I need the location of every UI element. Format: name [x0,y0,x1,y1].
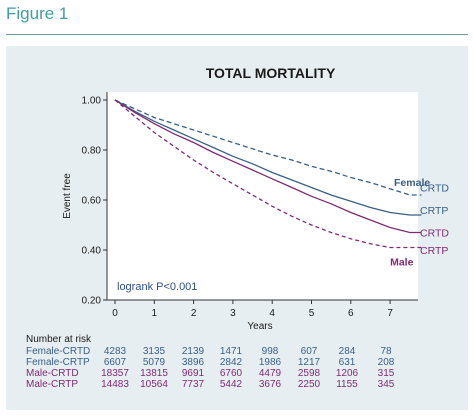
y-tick-label: 0.80 [82,146,102,157]
series-line-male-crtd [114,99,422,234]
x-axis-label: Years [247,321,272,332]
y-axis-label: Event free [62,173,73,219]
series-line-female-crtd [114,99,422,196]
risk-value: 998 [262,346,279,357]
risk-value: 7737 [182,379,205,390]
series-label-male-crtp: CRTP [420,245,448,257]
risk-value: 2598 [298,368,321,379]
risk-value: 78 [380,346,392,357]
group-label-male: Male [390,256,414,268]
series-label-female-crtp: CRTP [420,205,448,217]
risk-value: 18357 [101,368,129,379]
risk-value: 1155 [336,379,358,390]
series-line-female-crtp [114,99,422,216]
x-tick-label: 2 [191,308,197,319]
risk-row-label: Female-CRTD [26,346,90,357]
risk-value: 315 [378,368,395,379]
x-tick-label: 7 [387,308,393,319]
risk-value: 6607 [104,357,127,368]
risk-table-title: Number at risk [26,334,92,345]
risk-value: 1471 [220,346,243,357]
logrank-annotation: logrank P<0.001 [117,281,197,293]
risk-value: 10564 [140,379,168,390]
risk-value: 13815 [140,368,168,379]
risk-value: 631 [339,357,356,368]
x-tick-label: 0 [112,308,118,319]
x-tick-label: 6 [348,308,354,319]
y-tick-label: 0.60 [82,196,102,207]
risk-value: 1217 [298,357,321,368]
risk-value: 14483 [101,379,129,390]
risk-value: 1986 [259,357,282,368]
x-tick-label: 3 [230,308,236,319]
risk-row-label: Female-CRTP [26,357,90,368]
risk-value: 208 [378,357,395,368]
risk-value: 3135 [143,346,166,357]
group-label-female: Female [394,177,430,189]
risk-value: 3896 [182,357,205,368]
risk-row-label: Male-CRTD [26,368,79,379]
title-divider [6,34,468,35]
y-tick-label: 0.40 [82,246,102,257]
risk-value: 345 [378,379,395,390]
risk-value: 5079 [143,357,166,368]
risk-value: 3676 [259,379,282,390]
risk-value: 284 [339,346,356,357]
y-tick-label: 1.00 [82,96,102,107]
risk-value: 6760 [220,368,243,379]
x-tick-label: 1 [152,308,158,319]
x-tick-label: 4 [269,308,275,319]
risk-value: 2250 [298,379,321,390]
risk-value: 2842 [220,357,243,368]
series-line-male-crtp [114,99,422,249]
risk-value: 607 [301,346,318,357]
series-label-male-crtd: CRTD [420,228,449,240]
series-label-female-crtd: CRTD [420,183,449,195]
risk-value: 4479 [259,368,282,379]
y-tick-label: 0.20 [82,296,102,307]
chart-title: TOTAL MORTALITY [206,65,336,81]
figure-label: Figure 1 [6,4,69,23]
risk-value: 9691 [182,368,205,379]
risk-value: 2139 [182,346,205,357]
risk-value: 5442 [220,379,243,390]
risk-value: 4283 [104,346,127,357]
risk-row-label: Male-CRTP [26,379,78,390]
x-tick-label: 5 [309,308,315,319]
risk-value: 1206 [336,368,359,379]
